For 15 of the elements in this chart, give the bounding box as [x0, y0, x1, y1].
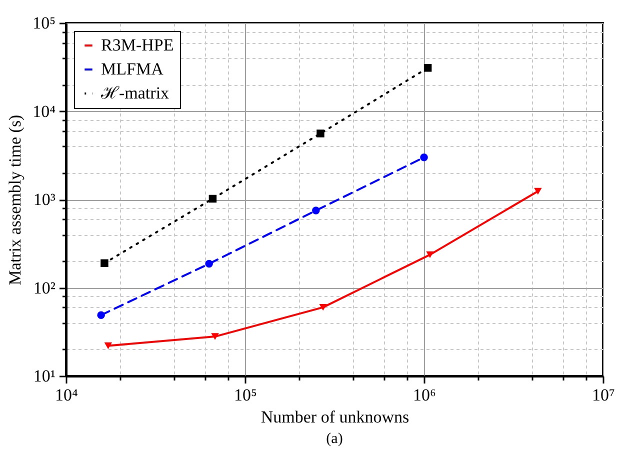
- y-tick-label: 10⁴: [32, 102, 56, 121]
- y-tick-label: 10³: [33, 190, 56, 209]
- y-axis-title: Matrix assembly time (s): [6, 114, 25, 286]
- legend-label: ℋ-matrix: [100, 84, 170, 102]
- x-tick-label: 10⁵: [234, 386, 258, 404]
- y-tick-label: 10⁵: [32, 14, 56, 32]
- x-axis-title: Number of unknowns: [260, 408, 410, 426]
- y-tick-label: 10²: [33, 278, 56, 298]
- y-tick-label: 10¹: [33, 366, 56, 386]
- x-tick-label: 10⁶: [413, 386, 436, 404]
- legend-label: MLFMA: [101, 60, 164, 78]
- legend-label: R3M-HPE: [101, 36, 174, 54]
- x-tick-label: 10⁴: [55, 386, 78, 404]
- text: (a): [326, 431, 343, 447]
- x-tick-label: 10⁷: [592, 386, 616, 404]
